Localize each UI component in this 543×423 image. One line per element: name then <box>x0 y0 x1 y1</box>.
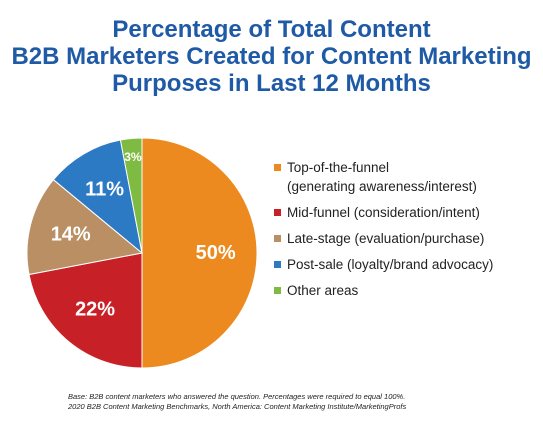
pie-slice <box>26 178 144 276</box>
legend-swatch <box>274 164 281 171</box>
pie-slice-label: 50% <box>196 242 236 264</box>
legend-swatch <box>274 235 281 242</box>
chart-legend: Top-of-the-funnel (generating awareness/i… <box>274 158 539 307</box>
legend-label: Other areas <box>287 283 359 298</box>
legend-swatch <box>274 287 281 294</box>
pie-slice <box>119 137 143 254</box>
legend-swatch <box>274 209 281 216</box>
legend-item: Post-sale (loyalty/brand advocacy) <box>274 255 539 274</box>
pie-slice-label: 14% <box>51 224 91 246</box>
legend-item: Mid-funnel (consideration/intent) <box>274 203 539 222</box>
chart-title: Percentage of Total Content B2B Marketer… <box>0 16 543 97</box>
pie-slice-label: 3% <box>124 150 142 164</box>
legend-label: Mid-funnel (consideration/intent) <box>287 205 480 220</box>
legend-label: Late-stage (evaluation/purchase) <box>287 231 485 246</box>
pie-slice-label: 22% <box>75 299 115 321</box>
legend-label: Top-of-the-funnel <box>287 160 390 175</box>
legend-label: Post-sale (loyalty/brand advocacy) <box>287 257 494 272</box>
footnote-source: 2020 B2B Content Marketing Benchmarks, N… <box>68 402 407 411</box>
pie-chart: 50% 22% 14% 11% 3% <box>26 137 258 369</box>
legend-item: Other areas <box>274 281 539 300</box>
chart-title-line: Percentage of Total Content <box>112 16 431 43</box>
pie-slice-label: 11% <box>85 179 124 201</box>
chart-title-line: B2B Marketers Created for Content Market… <box>11 43 532 70</box>
pie-slice <box>28 252 143 369</box>
footnote: Base: B2B content marketers who answered… <box>68 392 528 412</box>
legend-item: Late-stage (evaluation/purchase) <box>274 229 539 248</box>
chart-title-line: Purposes in Last 12 Months <box>112 70 431 97</box>
legend-swatch <box>274 261 281 268</box>
pie-slice <box>52 139 143 255</box>
footnote-base: Base: B2B content marketers who answered… <box>68 392 406 401</box>
legend-label: (generating awareness/interest) <box>287 179 477 194</box>
legend-item: Top-of-the-funnel (generating awareness/i… <box>274 158 539 196</box>
pie-slice <box>141 137 258 369</box>
